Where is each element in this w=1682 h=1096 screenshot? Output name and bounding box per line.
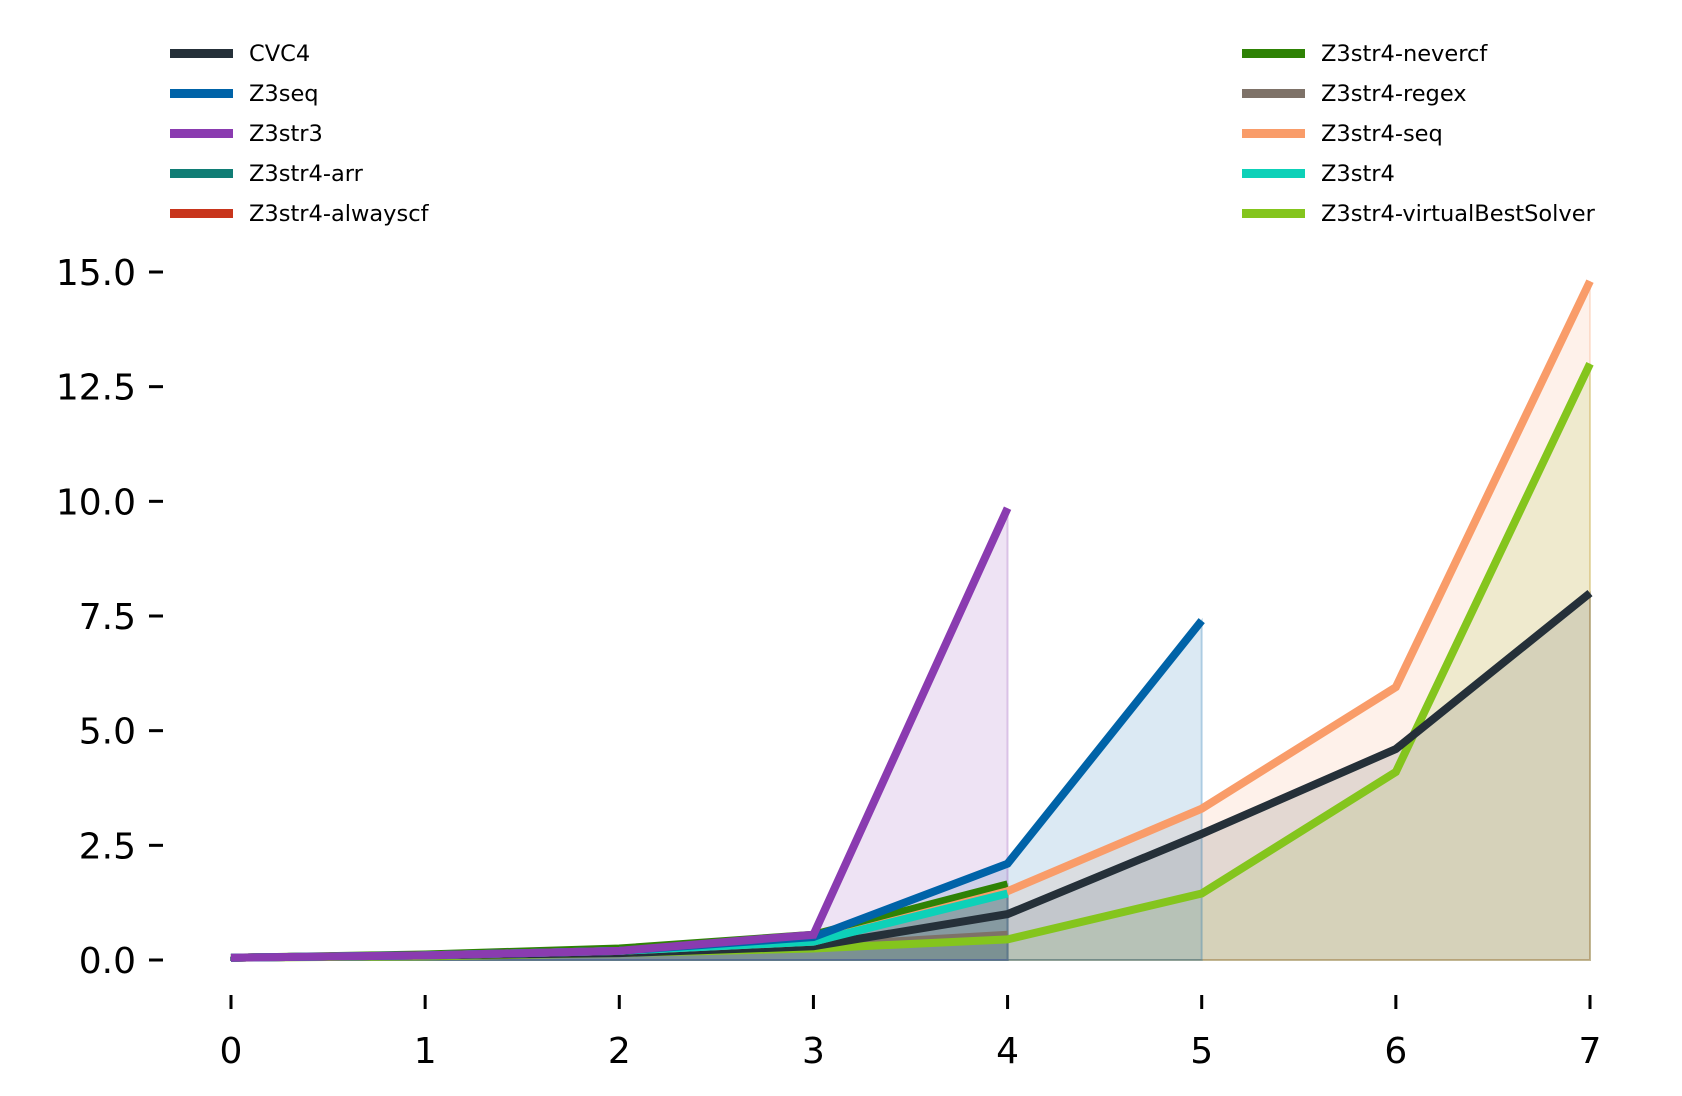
legend-column-right: Z3str4-nevercf Z3str4-regex Z3str4-seq Z3st… — [1242, 41, 1596, 227]
legend-swatch-z3str4-seq — [1242, 129, 1305, 138]
y-tick-label: 7.5 — [79, 597, 136, 638]
y-tick-label: 10.0 — [56, 482, 136, 523]
legend-label-z3str4-seq: Z3str4-seq — [1321, 121, 1443, 147]
x-tick-label: 4 — [996, 1031, 1019, 1072]
legend-swatch-z3str4 — [1242, 169, 1305, 178]
legend-swatch-cvc4 — [170, 49, 233, 58]
legend-label-cvc4: CVC4 — [249, 41, 310, 67]
legend-label-z3seq: Z3seq — [249, 81, 319, 107]
x-tick-label: 1 — [414, 1031, 437, 1072]
legend-swatch-z3str3 — [170, 129, 233, 138]
legend-label-z3str4: Z3str4 — [1321, 161, 1395, 187]
legend-label-z3str4-virtualbestsolver: Z3str4-virtualBestSolver — [1321, 201, 1596, 227]
legend-swatch-z3seq — [170, 89, 233, 98]
x-axis: 0 1 2 3 4 5 6 7 — [220, 995, 1602, 1072]
legend-column-left: CVC4 Z3seq Z3str3 Z3str4-arr Z3str4-alwayscf — [170, 41, 430, 227]
y-tick-label: 12.5 — [56, 368, 136, 409]
legend-label-z3str4-alwayscf: Z3str4-alwayscf — [249, 201, 430, 227]
line-z3str3 — [230, 506, 1012, 962]
legend-swatch-z3str4-virtualbestsolver — [1242, 209, 1305, 218]
series-lines — [230, 279, 1594, 962]
series-areas — [230, 280, 1591, 961]
legend-swatch-z3str4-arr — [170, 169, 233, 178]
x-tick-label: 2 — [608, 1031, 631, 1072]
x-tick-label: 0 — [220, 1031, 243, 1072]
legend-label-z3str4-nevercf: Z3str4-nevercf — [1321, 41, 1488, 67]
y-axis: 0.0 2.5 5.0 7.5 10.0 12.5 15.0 — [56, 253, 163, 982]
x-tick-label: 3 — [802, 1031, 825, 1072]
legend-label-z3str4-regex: Z3str4-regex — [1321, 81, 1467, 107]
legend-swatch-z3str4-regex — [1242, 89, 1305, 98]
legend-swatch-z3str4-nevercf — [1242, 49, 1305, 58]
y-tick-label: 2.5 — [79, 826, 136, 867]
x-tick-label: 6 — [1384, 1031, 1407, 1072]
y-tick-label: 15.0 — [56, 253, 136, 294]
legend-swatch-z3str4-alwayscf — [170, 209, 233, 218]
area-z3seq — [230, 617, 1203, 961]
legend-label-z3str4-arr: Z3str4-arr — [249, 161, 364, 187]
y-tick-label: 0.0 — [79, 941, 136, 982]
x-tick-label: 5 — [1190, 1031, 1213, 1072]
y-tick-label: 5.0 — [79, 712, 136, 753]
legend-label-z3str3: Z3str3 — [249, 121, 323, 147]
x-tick-label: 7 — [1579, 1031, 1602, 1072]
area-z3str3 — [230, 507, 1009, 961]
